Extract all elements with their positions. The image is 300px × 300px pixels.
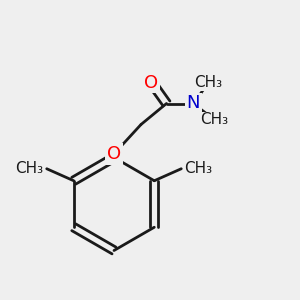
- Text: O: O: [107, 145, 121, 163]
- Text: CH₃: CH₃: [194, 75, 223, 90]
- Text: O: O: [144, 74, 159, 92]
- Text: CH₃: CH₃: [16, 161, 44, 176]
- Text: N: N: [187, 94, 200, 112]
- Text: CH₃: CH₃: [200, 112, 229, 128]
- Text: CH₃: CH₃: [184, 161, 212, 176]
